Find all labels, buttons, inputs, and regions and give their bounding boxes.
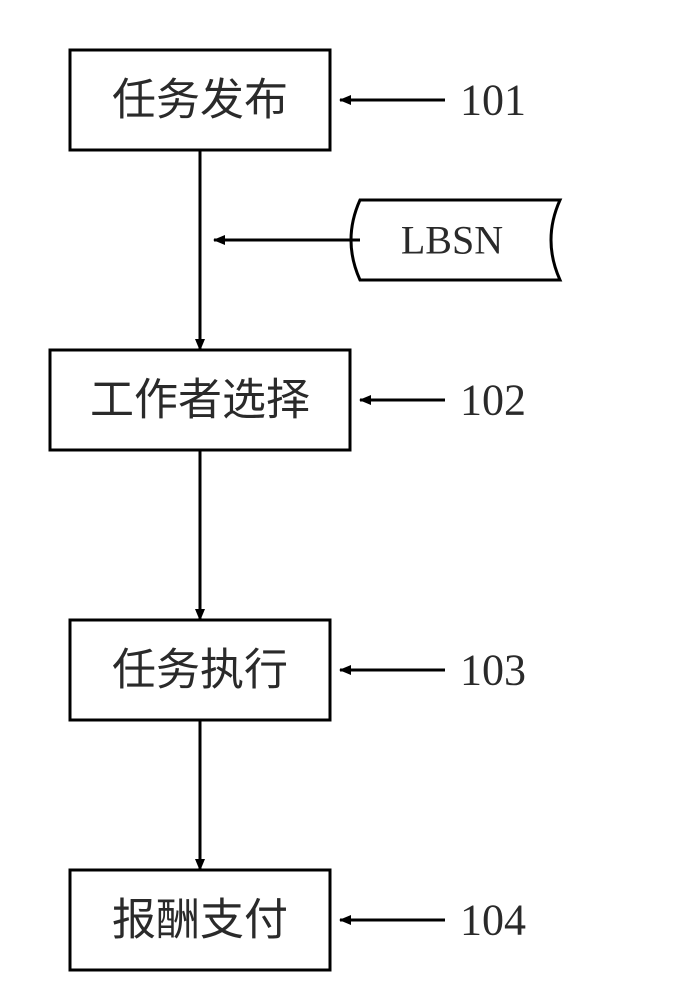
ref-label-n3: 103 [460,646,526,695]
flow-node-label-n3: 任务执行 [112,646,288,695]
lbsn-label: LBSN [401,218,503,263]
flow-node-label-n4: 报酬支付 [112,896,288,945]
ref-label-n2: 102 [460,376,526,425]
ref-label-n1: 101 [460,76,526,125]
ref-label-n4: 104 [460,896,526,945]
flow-node-label-n1: 任务发布 [112,76,288,125]
flow-node-label-n2: 工作者选择 [90,376,310,425]
flowchart-diagram: LBSN 任务发布 101 工作者选择 102 任务执行 103 报酬支付 104 [0,0,693,1000]
